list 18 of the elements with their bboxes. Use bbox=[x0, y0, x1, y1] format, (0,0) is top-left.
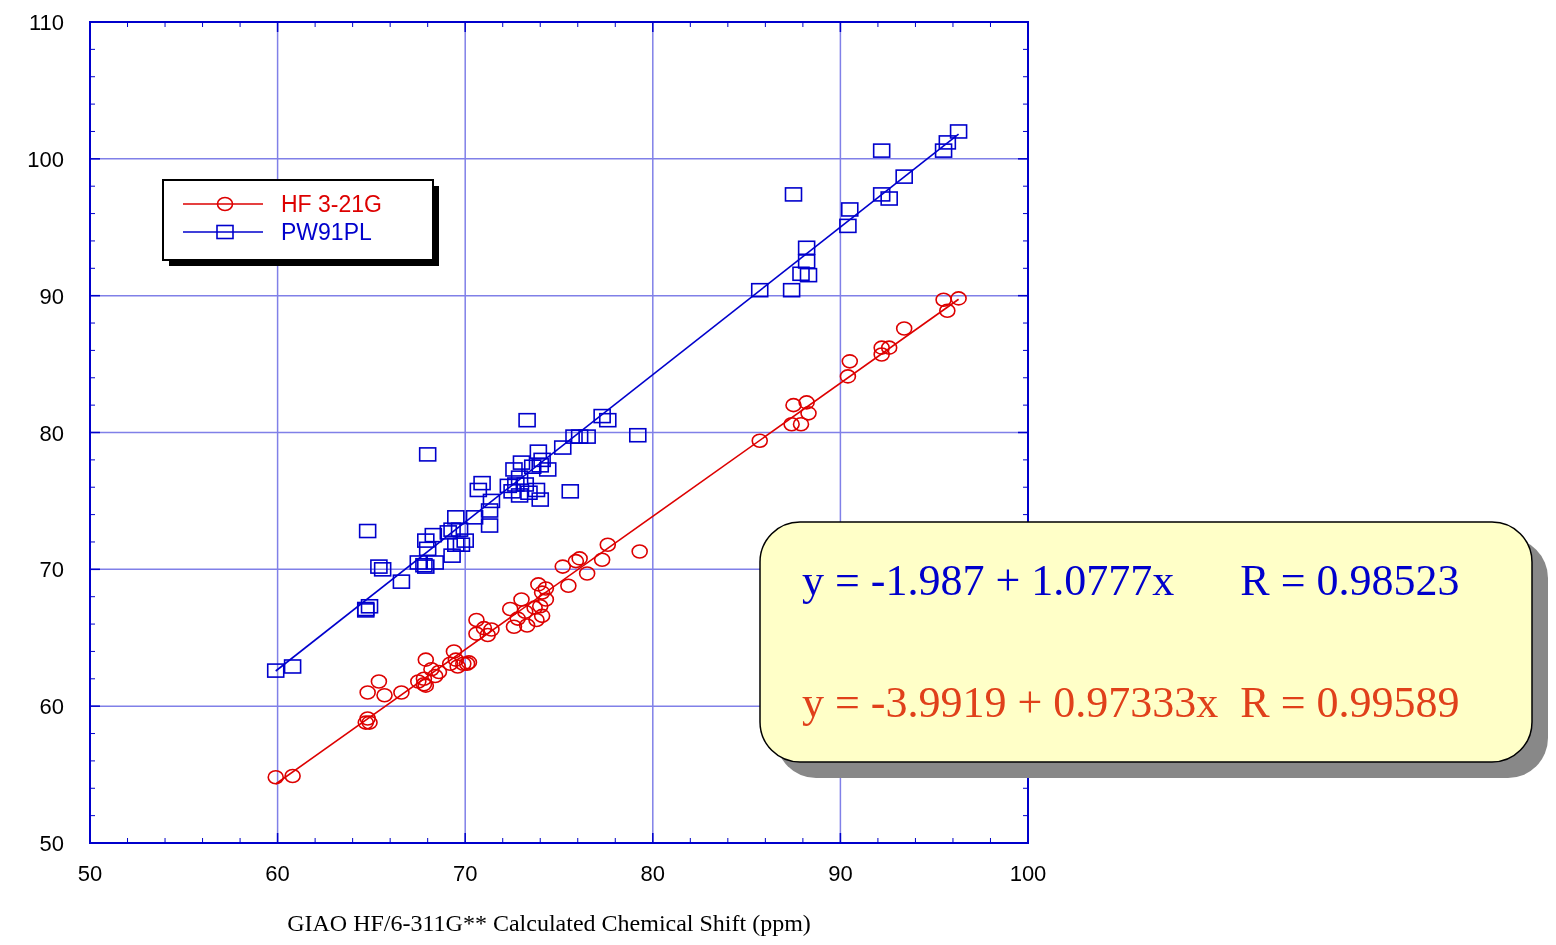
annotation: y = -1.987 + 1.0777x R = 0.98523 bbox=[802, 556, 1460, 605]
y-tick-label: 110 bbox=[28, 10, 64, 35]
x-tick-label: 50 bbox=[77, 861, 103, 886]
y-tick-label: 100 bbox=[27, 146, 64, 172]
x-tick-label: 80 bbox=[640, 861, 666, 886]
x-tick-label: 100 bbox=[1009, 861, 1047, 886]
legend-label: HF 3-21G bbox=[281, 191, 382, 217]
x-axis-title: GIAO HF/6-311G** Calculated Chemical Shift (ppm) bbox=[287, 910, 811, 936]
x-tick-label: 70 bbox=[452, 861, 478, 886]
y-tick-label: 60 bbox=[39, 694, 64, 720]
x-tick-label: 60 bbox=[265, 861, 290, 886]
y-tick-label: 70 bbox=[39, 557, 64, 583]
legend-label: PW91PL bbox=[281, 219, 372, 245]
y-tick-label: 90 bbox=[39, 283, 64, 309]
y-tick-label: 80 bbox=[39, 420, 64, 446]
annotation: y = -3.9919 + 0.97333x R = 0.99589 bbox=[802, 678, 1460, 727]
y-tick-label: 50 bbox=[39, 831, 64, 856]
x-tick-label: 90 bbox=[828, 861, 853, 886]
